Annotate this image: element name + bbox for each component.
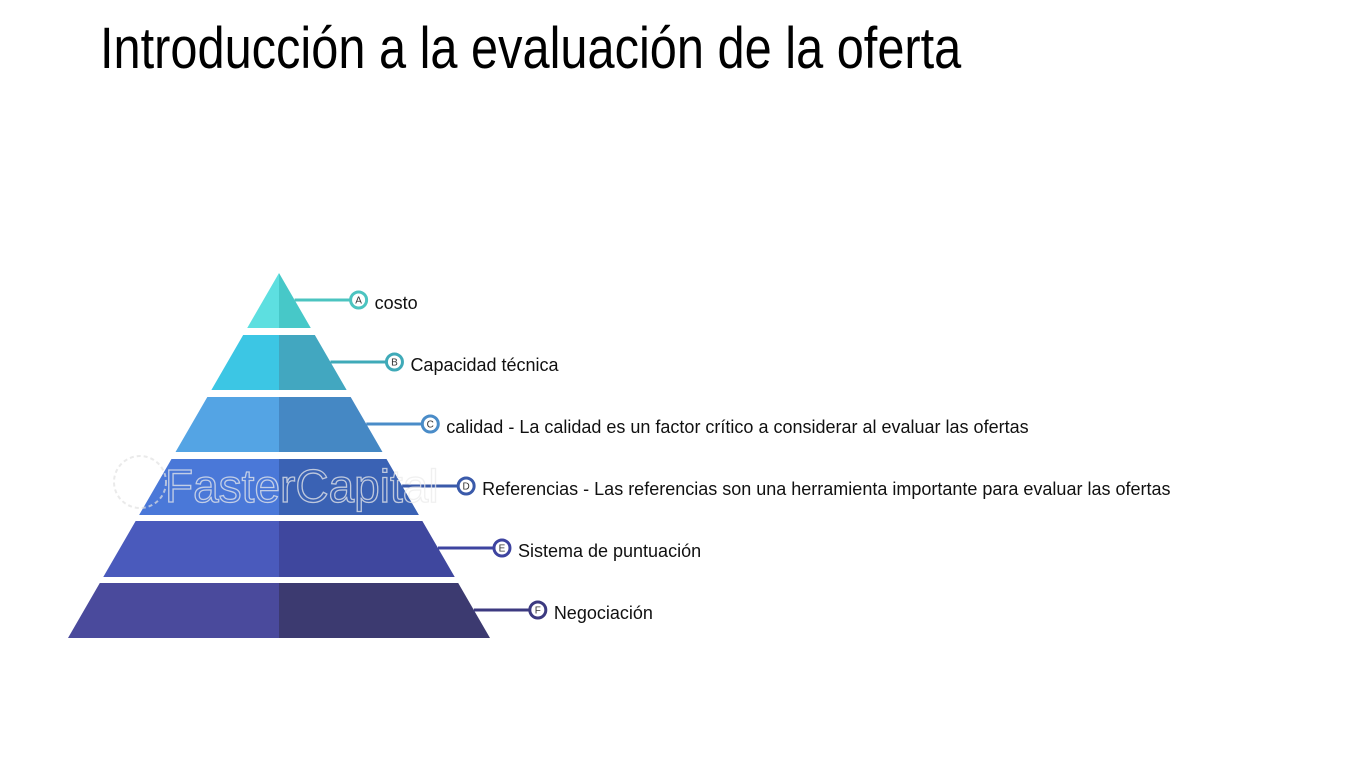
tier-letter: D	[463, 482, 470, 493]
pyramid-tier-f-left	[68, 583, 279, 638]
page-title: Introducción a la evaluación de la ofert…	[100, 16, 962, 81]
tier-letter: C	[427, 420, 434, 431]
pyramid-tier-a-right	[279, 273, 311, 328]
tier-label-f: Negociación	[553, 603, 653, 623]
tier-marker-circle	[456, 476, 476, 496]
pyramid-tier-d-right	[279, 459, 419, 515]
tier-letter: E	[499, 544, 506, 555]
pyramid-tier-c-left	[175, 397, 279, 452]
pyramid-tier-a-left	[247, 273, 279, 328]
watermark-gear-icon	[113, 455, 167, 509]
tier-letter: B	[391, 358, 398, 369]
tier-letter: A	[355, 296, 362, 307]
watermark-logo: FasterCapital	[165, 460, 439, 512]
pyramid-tier-d-left	[139, 459, 279, 515]
tier-marker-circle	[528, 600, 548, 620]
pyramid-tier-e-left	[103, 521, 279, 577]
tier-label-e: Sistema de puntuación	[517, 541, 702, 561]
tier-label-b: Capacidad técnica	[410, 355, 559, 375]
tier-label-a: costo	[374, 293, 418, 313]
pyramid-tier-b-left	[211, 335, 279, 390]
tier-marker-circle	[420, 414, 440, 434]
tier-marker-circle	[384, 352, 404, 372]
pyramid-tier-c-right	[279, 397, 383, 452]
tier-label-c: calidad - La calidad es un factor crític…	[446, 417, 1029, 437]
tier-marker-circle	[492, 538, 512, 558]
pyramid-tier-e-right	[279, 521, 455, 577]
pyramid-tier-b-right	[279, 335, 347, 390]
tier-marker-circle	[349, 290, 369, 310]
pyramid-tier-f-right	[279, 583, 490, 638]
tier-letter: F	[535, 606, 541, 617]
tier-label-d: Referencias - Las referencias son una he…	[482, 479, 1171, 499]
